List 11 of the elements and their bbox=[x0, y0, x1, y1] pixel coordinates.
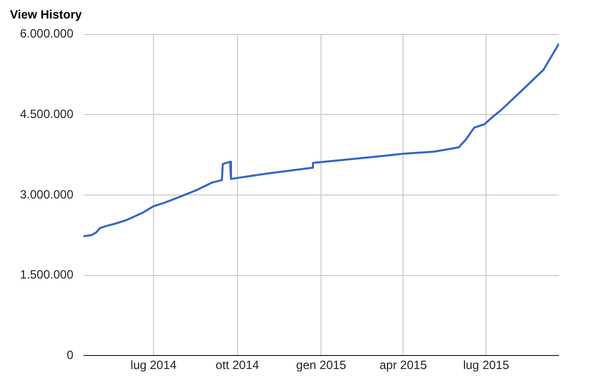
chart-title: View History bbox=[10, 8, 82, 22]
y-tick-label: 4.500.000 bbox=[20, 107, 74, 122]
x-tick-label: lug 2015 bbox=[463, 358, 510, 372]
y-tick-label: 0 bbox=[66, 348, 74, 362]
x-tick-label: apr 2015 bbox=[380, 358, 428, 372]
x-tick-label: gen 2015 bbox=[296, 358, 347, 372]
y-tick-label: 6.000.000 bbox=[20, 26, 74, 41]
x-tick-label: lug 2014 bbox=[130, 358, 177, 372]
y-tick-label: 1.500.000 bbox=[20, 268, 74, 282]
x-tick-label: ott 2014 bbox=[216, 358, 260, 372]
y-tick-label: 3.000.000 bbox=[20, 187, 74, 202]
